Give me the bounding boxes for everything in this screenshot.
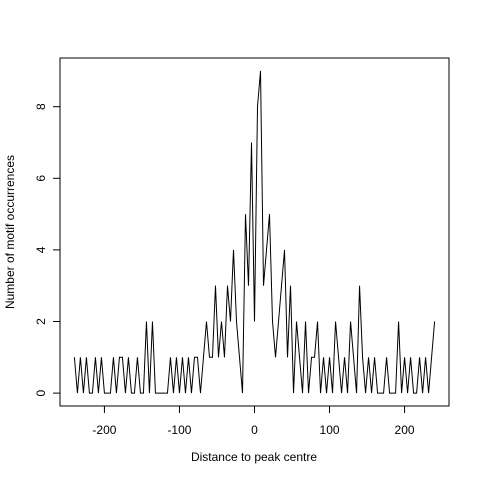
x-tick-label: -200 [92, 423, 116, 437]
plot-box [59, 57, 450, 407]
data-line [73, 70, 436, 394]
y-tick-label: 4 [34, 246, 48, 253]
x-tick-label: 200 [395, 423, 415, 437]
y-tick-label: 0 [34, 389, 48, 396]
x-tick-label: 100 [320, 423, 340, 437]
y-axis-label: Number of motif occurrences [3, 155, 17, 309]
y-tick-label: 8 [34, 103, 48, 110]
y-tick-label: 6 [34, 175, 48, 182]
y-tick-label: 2 [34, 318, 48, 325]
x-tick-label: -100 [167, 423, 191, 437]
x-axis-label: Distance to peak centre [191, 450, 317, 464]
x-tick-label: 0 [251, 423, 258, 437]
